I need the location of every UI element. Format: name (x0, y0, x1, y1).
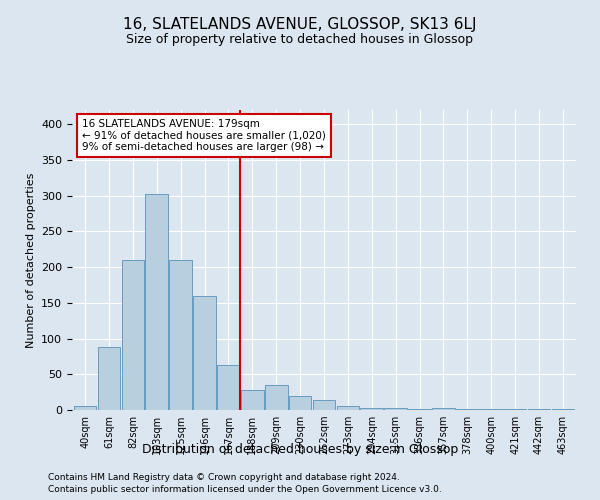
Bar (361, 408, 383, 410)
Bar (265, 385, 287, 410)
Bar (385, 408, 407, 410)
Bar (432, 408, 455, 410)
Text: Contains public sector information licensed under the Open Government Licence v3: Contains public sector information licen… (48, 485, 442, 494)
Text: 16, SLATELANDS AVENUE, GLOSSOP, SK13 6LJ: 16, SLATELANDS AVENUE, GLOSSOP, SK13 6LJ (123, 18, 477, 32)
Bar (98, 347, 121, 410)
Bar (337, 406, 359, 410)
Bar (122, 260, 144, 410)
Text: Distribution of detached houses by size in Glossop: Distribution of detached houses by size … (142, 442, 458, 456)
Bar (408, 408, 431, 410)
Text: Size of property relative to detached houses in Glossop: Size of property relative to detached ho… (127, 32, 473, 46)
Bar (74, 406, 97, 410)
Bar (480, 408, 503, 410)
Bar (145, 194, 168, 410)
Bar (313, 400, 335, 410)
Bar (169, 260, 192, 410)
Bar (193, 296, 216, 410)
Bar (289, 396, 311, 410)
Text: Contains HM Land Registry data © Crown copyright and database right 2024.: Contains HM Land Registry data © Crown c… (48, 472, 400, 482)
Bar (241, 390, 263, 410)
Y-axis label: Number of detached properties: Number of detached properties (26, 172, 35, 348)
Bar (217, 365, 240, 410)
Text: 16 SLATELANDS AVENUE: 179sqm
← 91% of detached houses are smaller (1,020)
9% of : 16 SLATELANDS AVENUE: 179sqm ← 91% of de… (82, 119, 326, 152)
